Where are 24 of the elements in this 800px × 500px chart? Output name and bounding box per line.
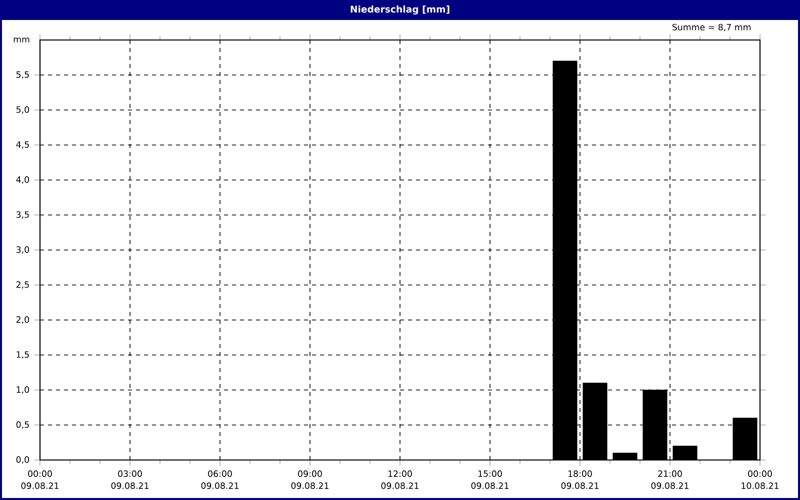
chart-title: Niederschlag [mm] [350,5,450,15]
y-tick-label: 3,0 [16,246,30,254]
y-tick-label: 1,0 [16,386,30,394]
y-tick-label: 0,5 [16,421,29,429]
x-tick-label: 12:00 09.08.21 [381,470,418,489]
x-tick-label: 09:00 09.08.21 [291,470,328,489]
y-tick-label: 2,5 [16,281,29,289]
x-tick-label: 21:00 09.08.21 [651,470,688,489]
y-tick-label: 3,5 [16,211,29,219]
y-tick-label: 1,5 [16,351,29,359]
x-tick-label: 03:00 09.08.21 [111,470,148,489]
x-tick-label: 00:00 10.08.21 [742,470,778,489]
text: Summe = 8,7 mm [672,24,751,32]
y-tick-label: 5,0 [16,106,30,114]
x-tick-label: 18:00 09.08.21 [561,470,598,489]
x-tick-label: 00:00 09.08.21 [21,470,58,489]
y-tick-label: 4,0 [16,176,30,184]
y-tick-label: 4,5 [16,141,29,149]
y-tick-label: 5,5 [16,71,29,79]
y-tick-label: 0,0 [16,456,30,464]
x-tick-label: 06:00 09.08.21 [201,470,238,489]
x-tick-label: 15:00 09.08.21 [471,470,508,489]
y-axis-title: mm [14,38,30,42]
y-tick-label: 2,0 [16,316,30,324]
